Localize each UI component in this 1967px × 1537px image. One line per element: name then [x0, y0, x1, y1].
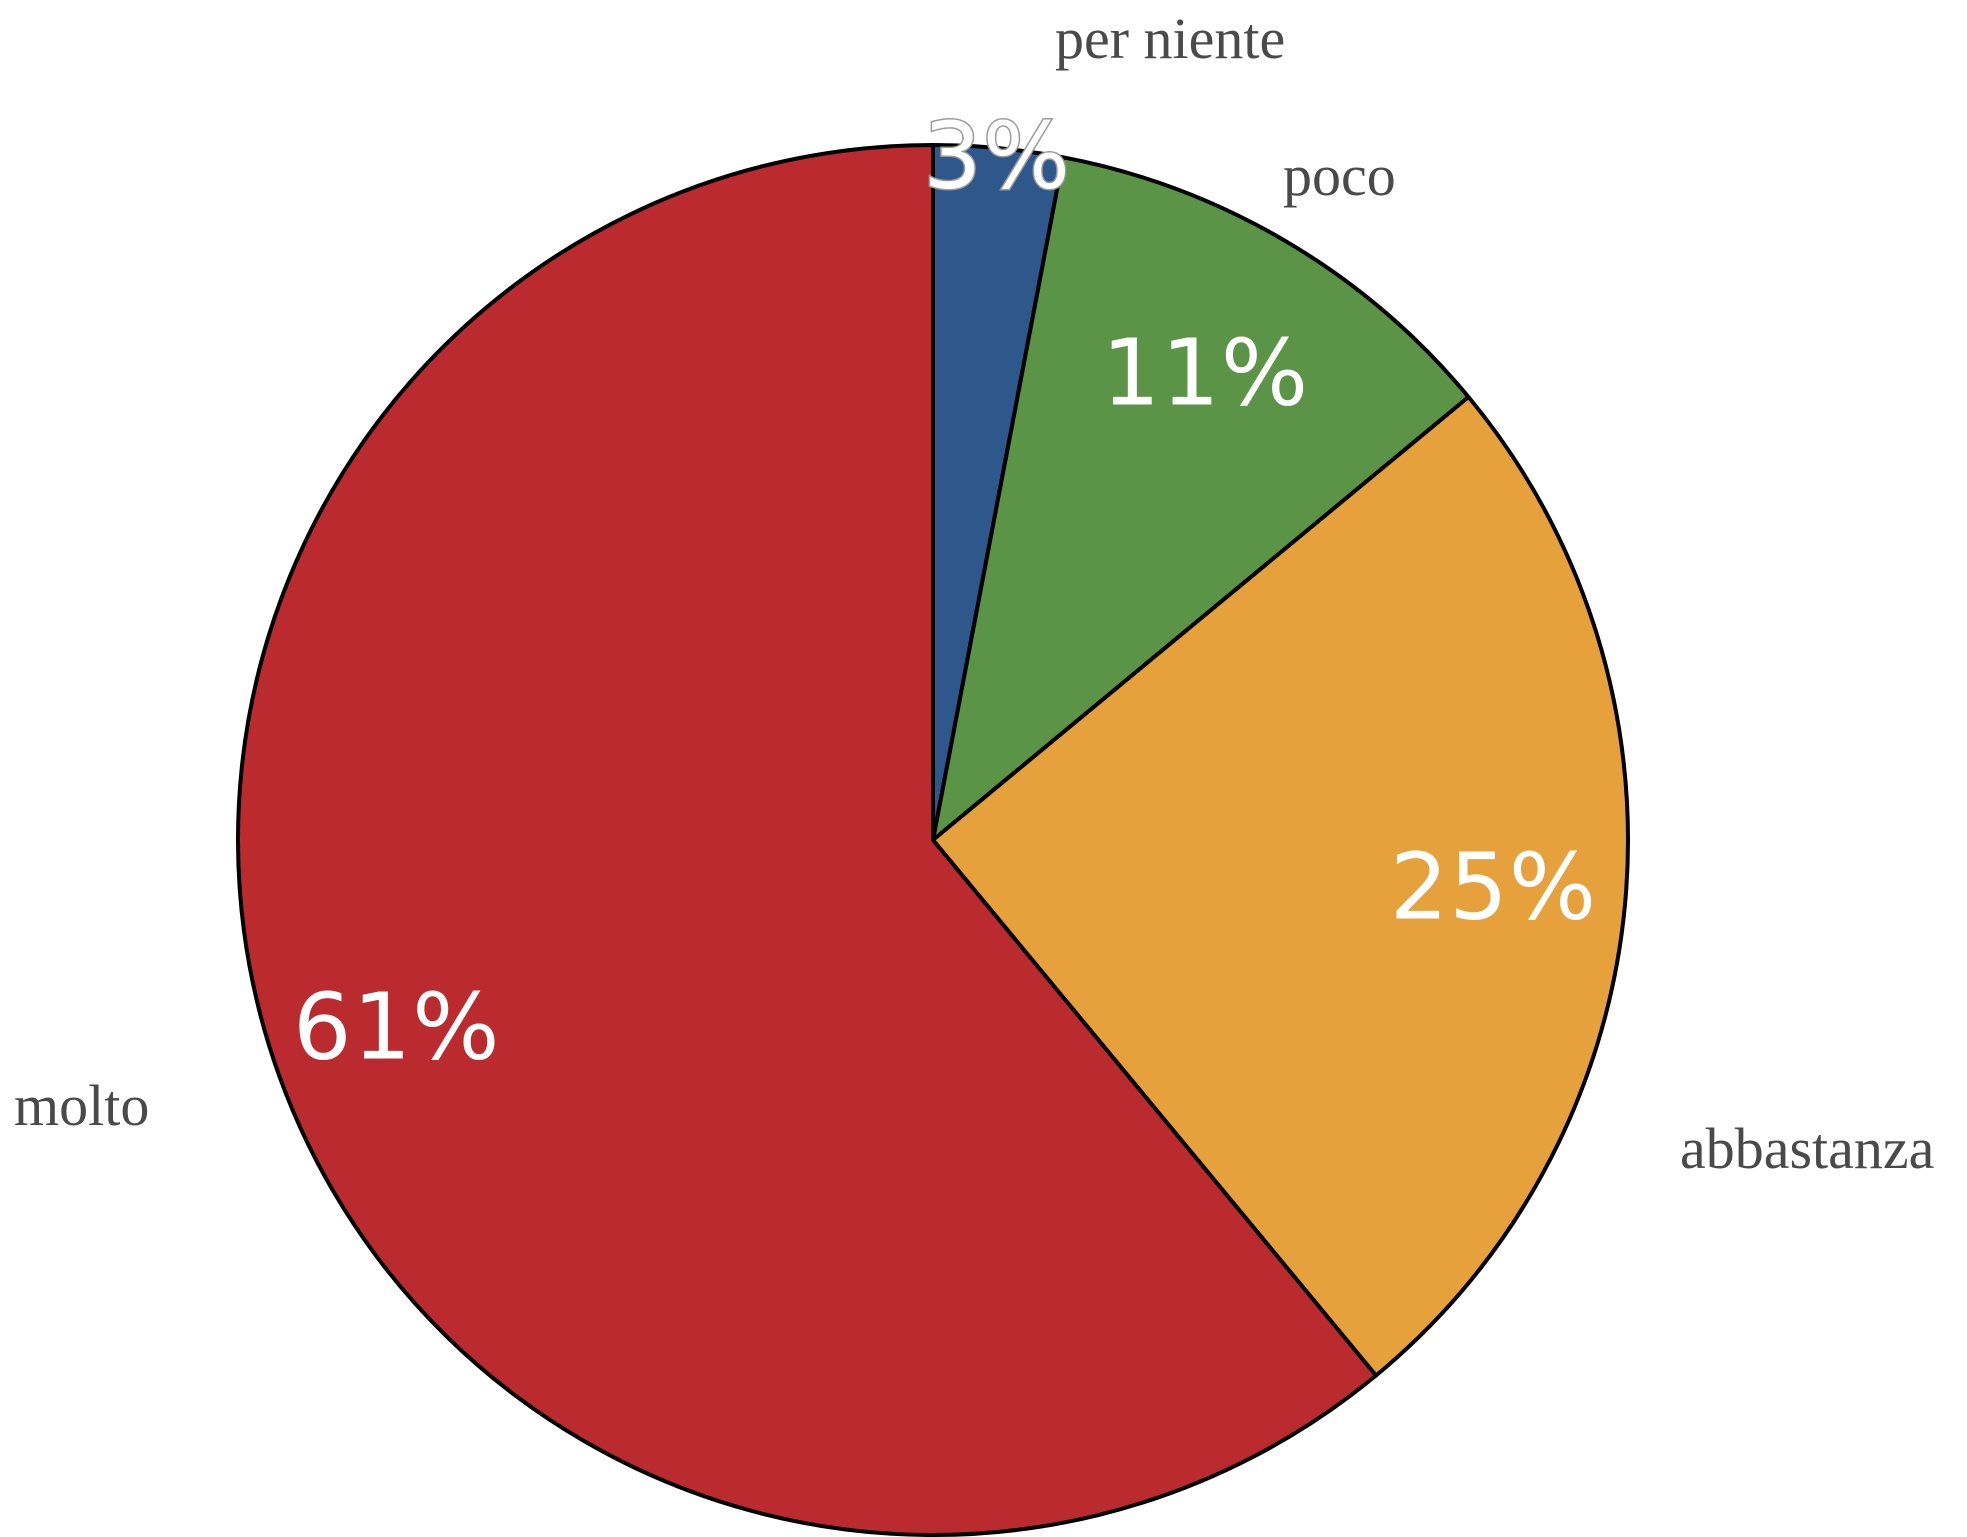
- pie-slice-molto: [236, 143, 1379, 1537]
- category-labels: per niente poco abbastanza molto: [14, 6, 1934, 1181]
- category-label-poco: poco: [1283, 143, 1396, 208]
- percentage-labels: 3% 11% 25% 61%: [293, 101, 1597, 1081]
- category-label-molto: molto: [14, 1073, 149, 1138]
- pie-slice-abbastanza: [931, 394, 1631, 1378]
- category-label-per-niente: per niente: [1055, 6, 1285, 71]
- percentage-label-molto: 61%: [293, 973, 500, 1080]
- pie-slices: [236, 143, 1631, 1537]
- pie-slice-poco: [931, 155, 1471, 842]
- category-label-abbastanza: abbastanza: [1680, 1116, 1934, 1181]
- percentage-label-abbastanza: 25%: [1390, 833, 1597, 940]
- percentage-label-poco: 11%: [1102, 320, 1309, 427]
- percentage-label-per-niente: 3%: [923, 102, 1071, 209]
